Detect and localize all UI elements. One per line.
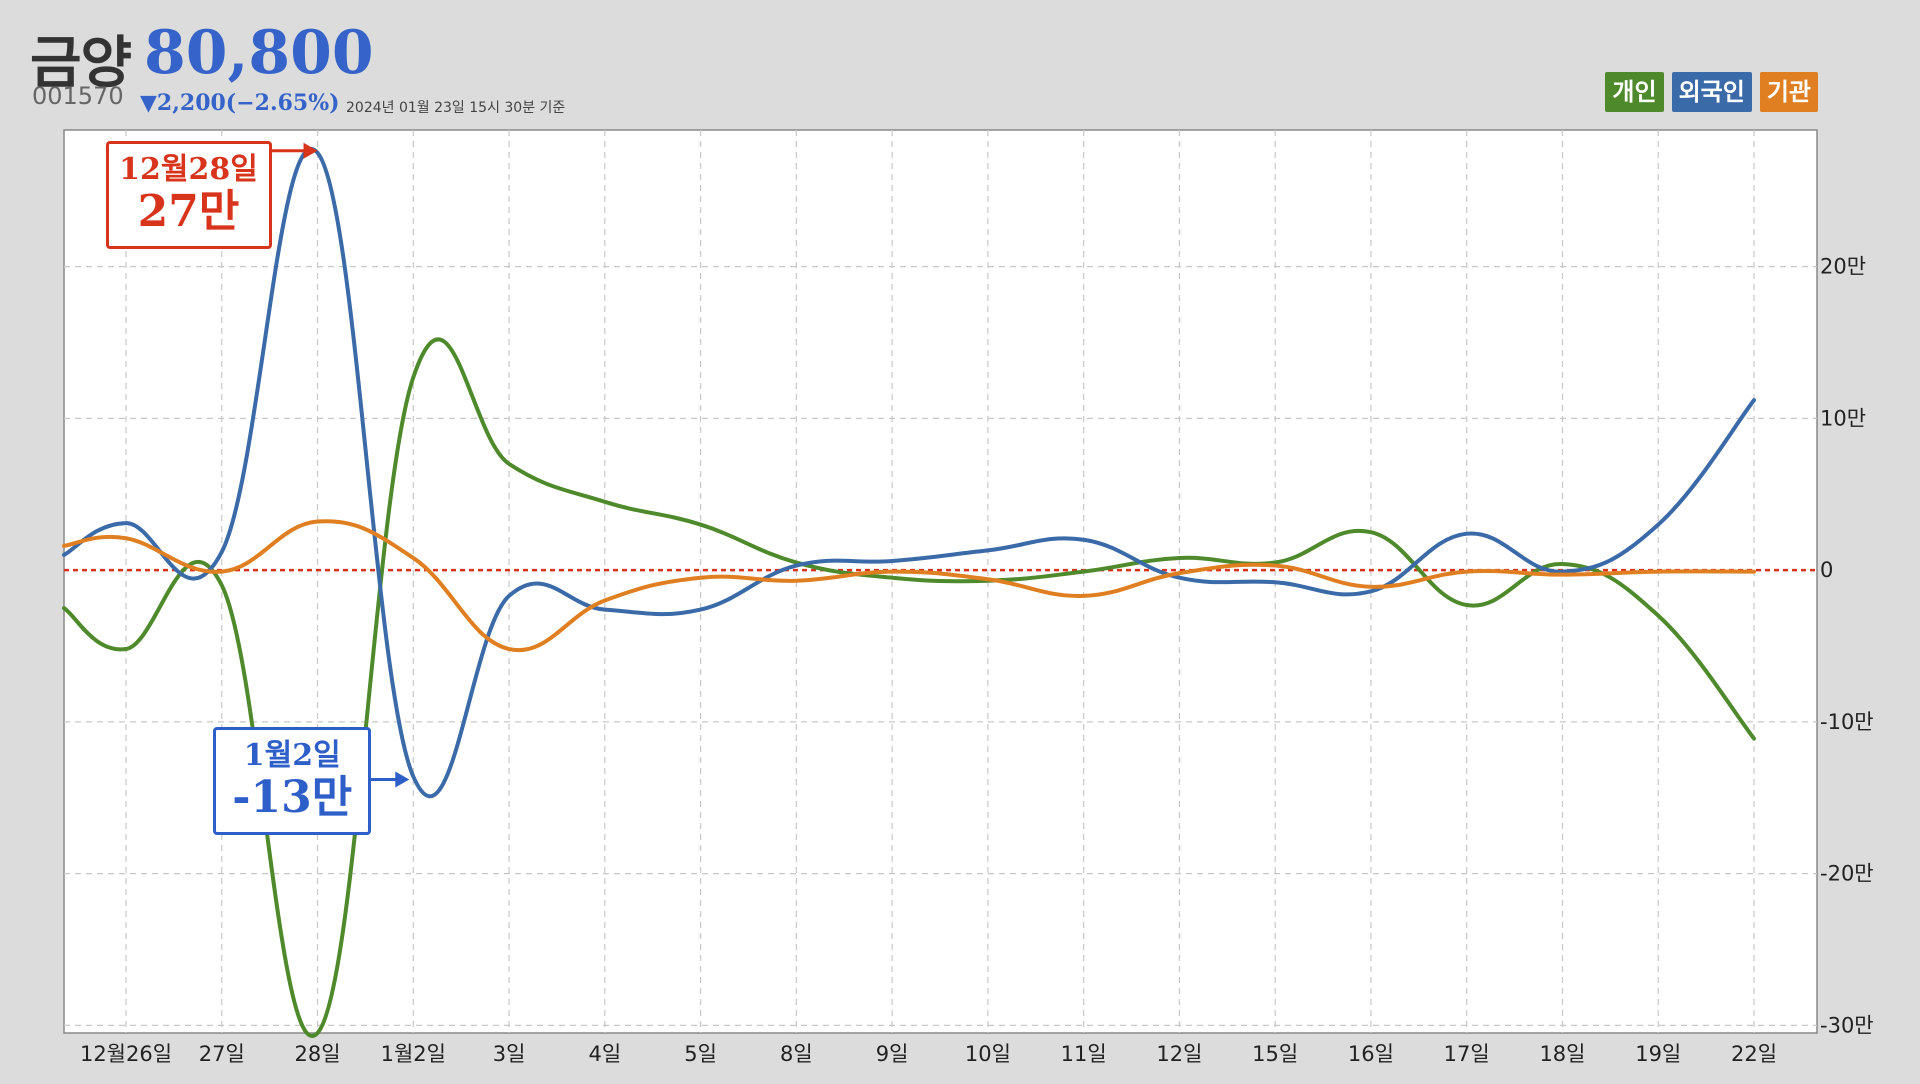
x-axis-labels: 12월26일 27일 28일 1월2일 3일 4일 5일 8일 9일 10일 11일 12일 15일 16… <box>80 1042 1777 1066</box>
y-tick-label: -30만 <box>1820 1013 1874 1037</box>
stock-name: 금양 <box>30 31 132 96</box>
x-tick-label: 27일 <box>199 1042 245 1066</box>
callout-min-value: -13만 <box>232 771 353 823</box>
stock-header: 금양 80,800 001570 ▼2,200(−2.65%) 2024년 01… <box>0 0 1920 130</box>
x-tick-label: 3일 <box>493 1042 526 1066</box>
y-tick-label: 20만 <box>1820 255 1866 279</box>
callout-min-arrow-head <box>395 771 410 788</box>
callout-max-arrow-head <box>303 142 318 159</box>
x-tick-label: 12일 <box>1156 1042 1202 1066</box>
callout-max-value: 27만 <box>137 185 240 237</box>
legend-item-individual: 개인 <box>1605 72 1664 112</box>
x-tick-label: 8일 <box>780 1042 813 1066</box>
legend: 개인 외국인 기관 <box>1605 72 1818 112</box>
y-tick-label: -20만 <box>1820 862 1874 886</box>
x-tick-label: 19일 <box>1635 1042 1681 1066</box>
legend-item-foreign: 외국인 <box>1671 72 1752 112</box>
x-tick-label: 12월26일 <box>80 1042 172 1066</box>
x-tick-label: 10일 <box>965 1042 1011 1066</box>
x-tick-label: 16일 <box>1348 1042 1394 1066</box>
callout-max: 12월28일 27만 <box>105 140 272 249</box>
callout-min-date: 1월2일 <box>243 737 341 773</box>
reference-date: 2024년 01월 23일 15시 30분 기준 <box>346 100 566 116</box>
x-tick-label: 28일 <box>295 1042 341 1066</box>
x-tick-label: 22일 <box>1731 1042 1777 1066</box>
callout-max-date: 12월28일 <box>119 151 258 187</box>
y-tick-label: 10만 <box>1820 406 1866 430</box>
stock-code: 001570 <box>32 82 124 110</box>
x-tick-label: 1월2일 <box>381 1042 446 1066</box>
stock-change: ▼2,200(−2.65%) <box>140 90 340 116</box>
x-tick-label: 5일 <box>684 1042 717 1066</box>
x-tick-label: 9일 <box>876 1042 909 1066</box>
stock-price: 80,800 <box>144 18 374 88</box>
x-tick-label: 11일 <box>1061 1042 1107 1066</box>
callout-min: 1월2일 -13만 <box>213 726 372 835</box>
x-tick-label: 15일 <box>1252 1042 1298 1066</box>
series-line-foreign <box>62 147 1756 799</box>
x-tick-label: 4일 <box>588 1042 621 1066</box>
y-tick-label: -10만 <box>1820 710 1874 734</box>
series-line-institution <box>62 519 1756 653</box>
legend-item-institution: 기관 <box>1759 72 1818 112</box>
x-tick-label: 18일 <box>1539 1042 1585 1066</box>
series-line-individual <box>62 337 1756 1038</box>
x-tick-label: 17일 <box>1444 1042 1490 1066</box>
y-tick-label: 0 <box>1820 558 1833 582</box>
callout-arrows <box>269 142 410 788</box>
y-axis-labels: 20만 10만 0 -10만 -20만 -30만 <box>1820 255 1874 1038</box>
series-lines <box>62 147 1756 1038</box>
